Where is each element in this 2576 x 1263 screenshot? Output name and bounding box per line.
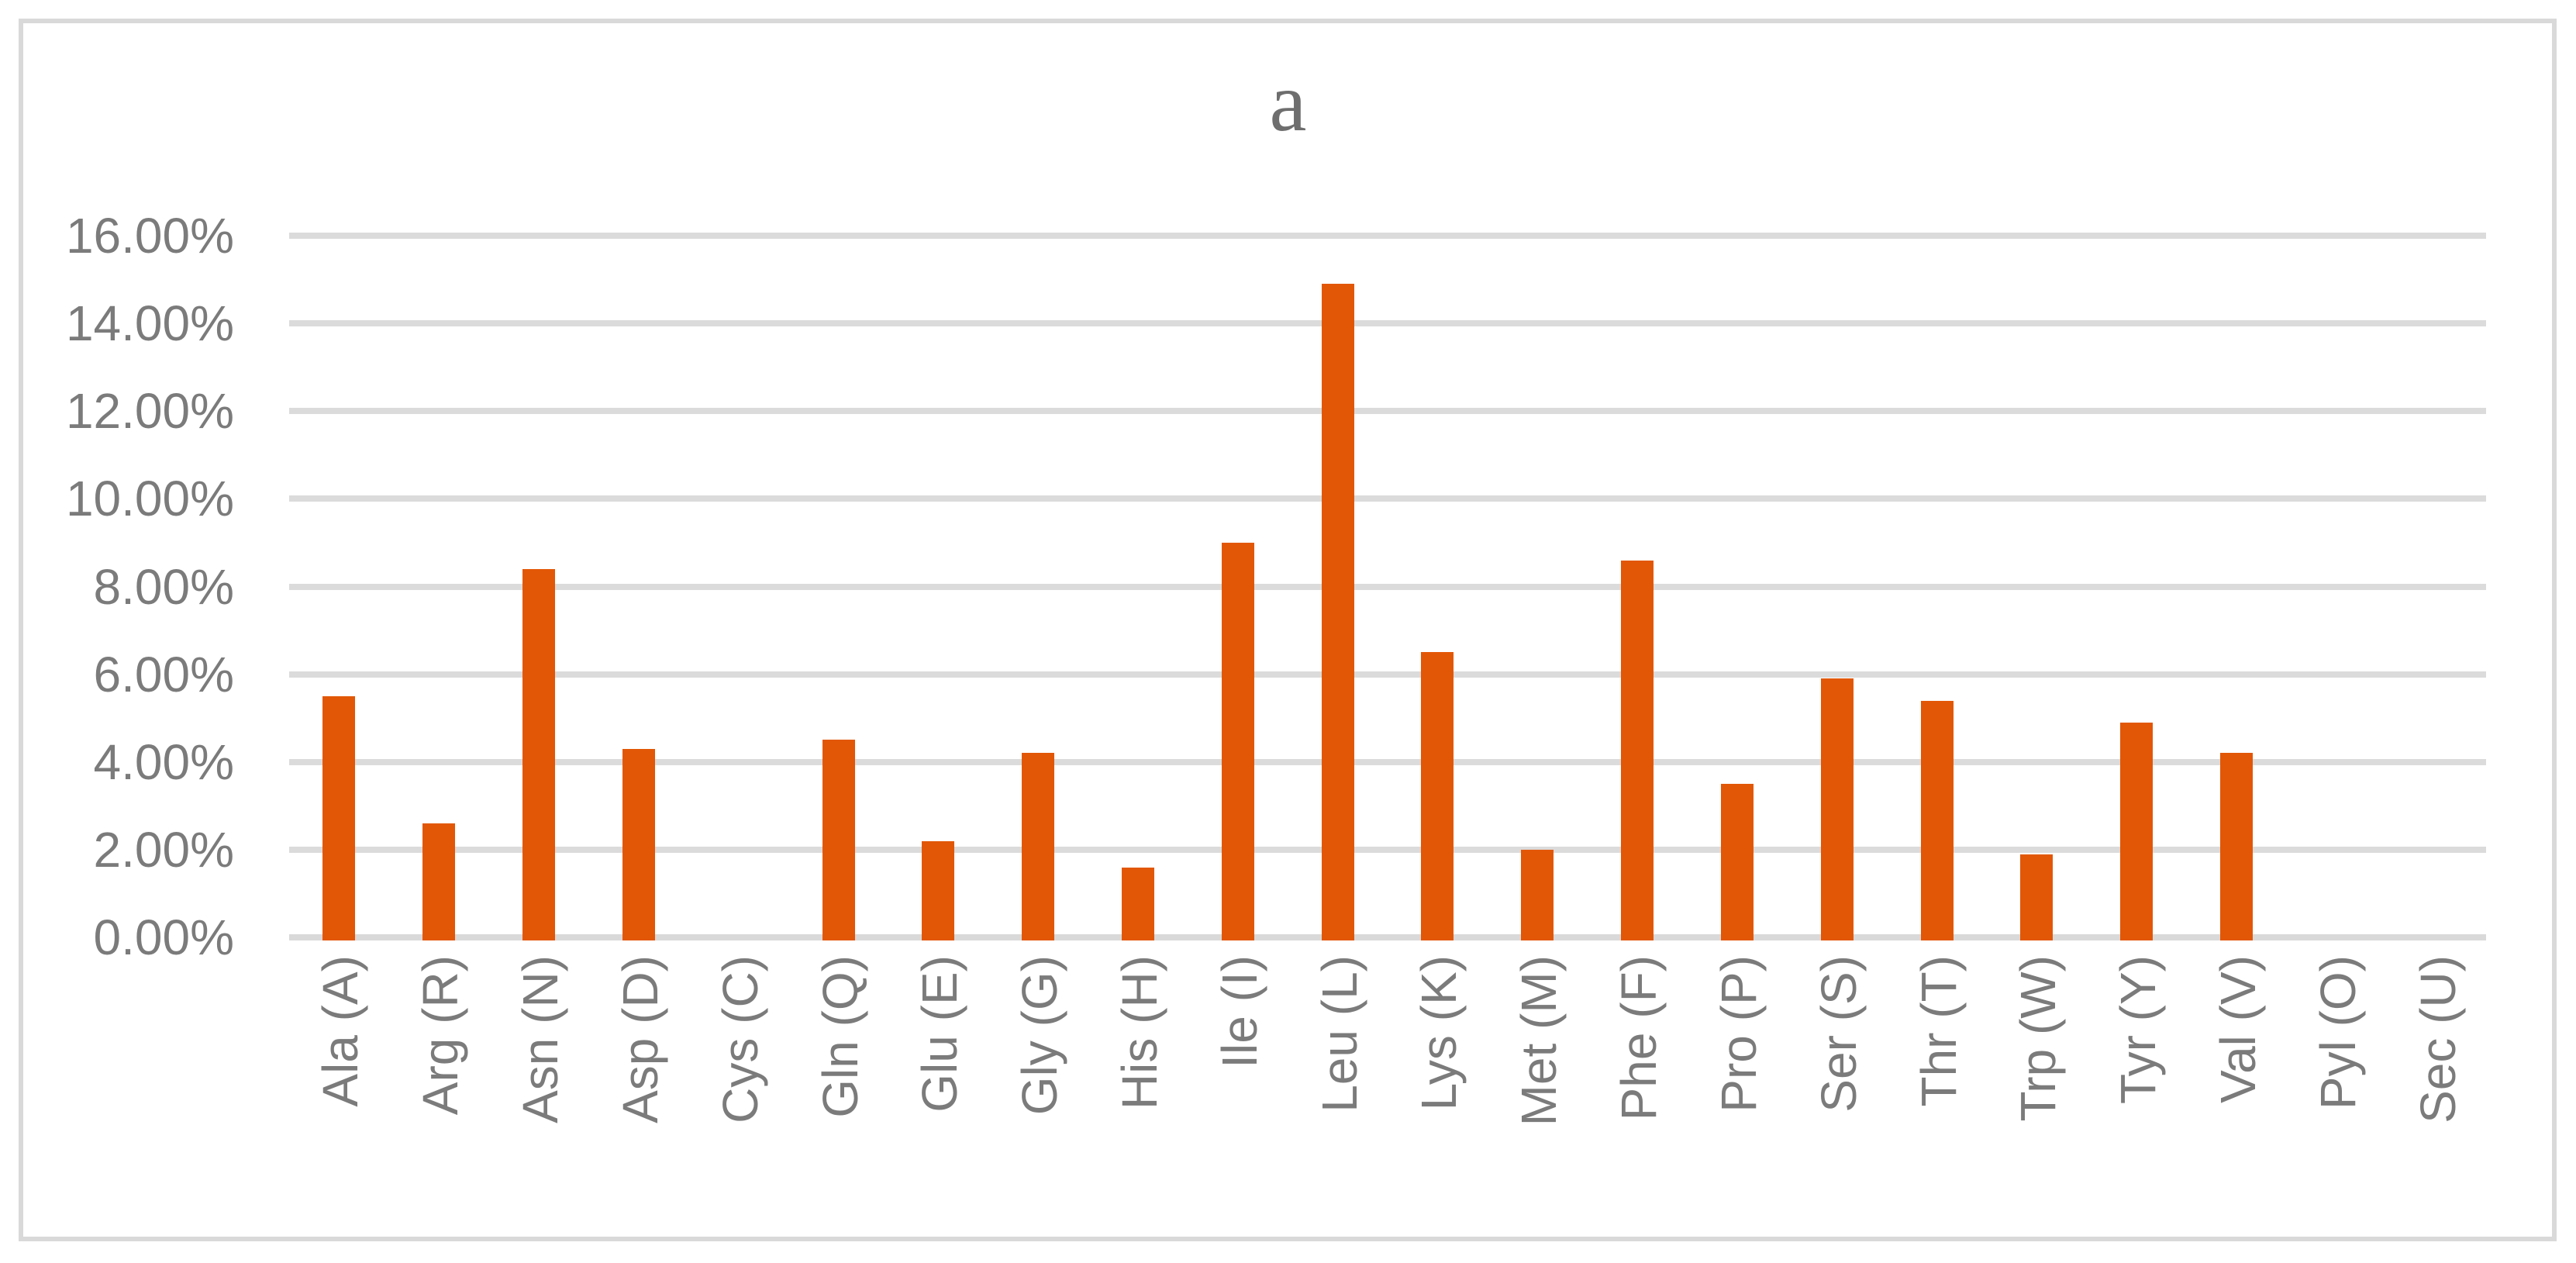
x-axis-line bbox=[289, 934, 2486, 940]
x-axis-category-label: Asn (N) bbox=[512, 955, 569, 1123]
y-axis-tick-label: 6.00% bbox=[93, 646, 234, 702]
bar-gly bbox=[1022, 753, 1055, 940]
x-axis-category-label: Ala (A) bbox=[312, 955, 369, 1107]
y-axis-tick-label: 8.00% bbox=[93, 558, 234, 615]
x-axis-category-label: Met (M) bbox=[1511, 955, 1567, 1127]
bar-ala bbox=[322, 695, 356, 940]
x-axis-category-label: Pro (P) bbox=[1710, 955, 1767, 1113]
x-axis-category-label: Sec (U) bbox=[2409, 955, 2466, 1123]
bar-tyr bbox=[2120, 722, 2154, 940]
bar-gln bbox=[822, 740, 855, 940]
bar-trp bbox=[2020, 854, 2054, 940]
bar-lys bbox=[1421, 652, 1454, 940]
x-axis-category-label: Cys (C) bbox=[712, 955, 768, 1123]
x-axis-category-label: Gly (G) bbox=[1012, 955, 1068, 1116]
x-axis-category-label: Thr (T) bbox=[1910, 955, 1967, 1107]
gridline bbox=[289, 408, 2486, 415]
x-axis-category-label: Pyl (O) bbox=[2309, 955, 2366, 1110]
gridline bbox=[289, 233, 2486, 239]
y-axis-tick-label: 4.00% bbox=[93, 733, 234, 790]
bar-asp bbox=[622, 748, 655, 940]
bar-phe bbox=[1621, 560, 1654, 940]
bar-thr bbox=[1920, 700, 1954, 940]
x-axis-category-label: Lys (K) bbox=[1411, 955, 1467, 1111]
bar-arg bbox=[422, 823, 456, 940]
gridline bbox=[289, 320, 2486, 327]
y-axis-tick-label: 2.00% bbox=[93, 821, 234, 878]
bar-ile bbox=[1221, 542, 1254, 940]
gridline bbox=[289, 846, 2486, 853]
x-axis-category-label: Ile (I) bbox=[1211, 955, 1267, 1068]
y-axis-tick-label: 0.00% bbox=[93, 909, 234, 965]
y-axis-tick-label: 16.00% bbox=[65, 208, 234, 264]
y-axis-tick-label: 10.00% bbox=[65, 471, 234, 527]
chart-title: a bbox=[1269, 57, 1307, 149]
gridline bbox=[289, 583, 2486, 590]
gridline bbox=[289, 495, 2486, 502]
x-axis-category-label: Arg (R) bbox=[412, 955, 469, 1116]
bar-his bbox=[1121, 867, 1154, 940]
x-axis-category-label: Leu (L) bbox=[1311, 955, 1367, 1113]
bar-leu bbox=[1321, 284, 1354, 940]
y-axis-tick-label: 14.00% bbox=[65, 295, 234, 352]
x-axis-category-label: Gln (Q) bbox=[812, 955, 868, 1118]
x-axis-category-label: His (H) bbox=[1111, 955, 1167, 1110]
x-axis-category-label: Tyr (Y) bbox=[2110, 955, 2167, 1104]
gridline bbox=[289, 758, 2486, 765]
bar-asn bbox=[522, 568, 556, 940]
x-axis-category-label: Asp (D) bbox=[612, 955, 668, 1123]
x-axis-category-label: Phe (F) bbox=[1611, 955, 1667, 1121]
bar-ser bbox=[1820, 678, 1854, 940]
y-axis-tick-label: 12.00% bbox=[65, 383, 234, 440]
gridline bbox=[289, 671, 2486, 678]
x-axis-category-label: Glu (E) bbox=[912, 955, 968, 1113]
bar-met bbox=[1521, 849, 1554, 940]
x-axis-category-label: Val (V) bbox=[2209, 955, 2266, 1103]
bar-pro bbox=[1720, 784, 1754, 940]
bar-val bbox=[2219, 753, 2253, 940]
x-axis-category-label: Trp (W) bbox=[2010, 955, 2067, 1122]
x-axis-category-label: Ser (S) bbox=[1810, 955, 1867, 1113]
bar-glu bbox=[922, 840, 955, 940]
chart-outer-border bbox=[19, 19, 2557, 1241]
